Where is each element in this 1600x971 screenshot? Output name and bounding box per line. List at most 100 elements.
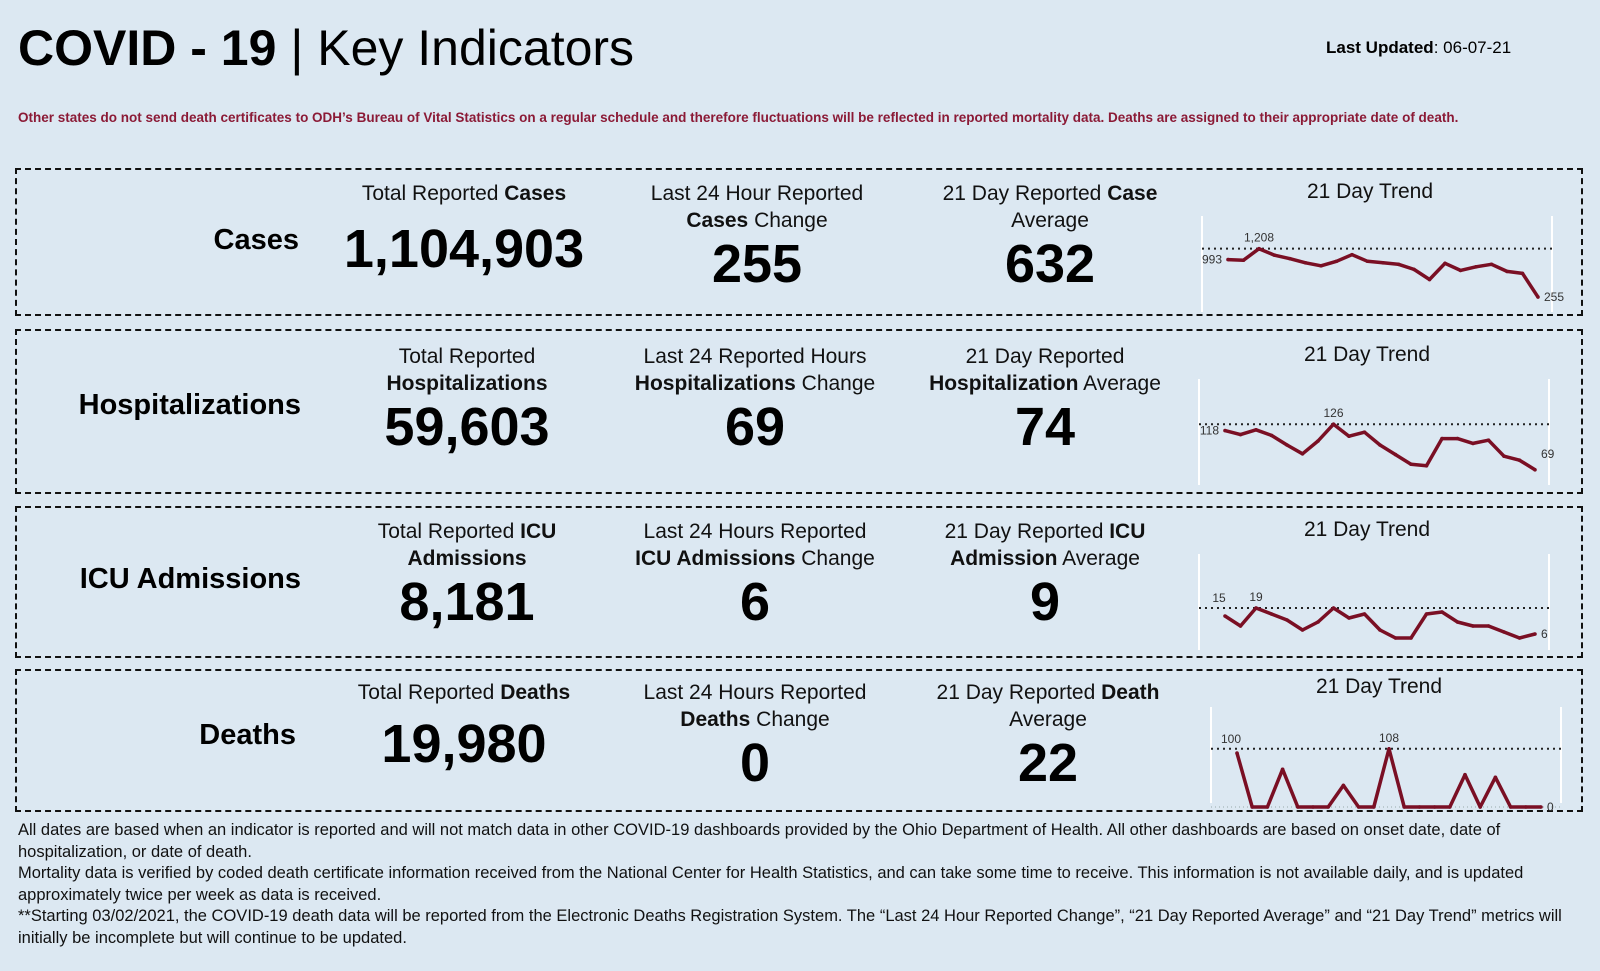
footer-notes: All dates are based when an indicator is… (18, 820, 1588, 950)
trend-point (1448, 805, 1452, 809)
trend-point (1331, 422, 1336, 426)
trend-point (1241, 258, 1246, 263)
trend-point (1387, 746, 1391, 751)
mortality-notice: Other states do not send death certifica… (18, 110, 1459, 125)
trend-point (1341, 783, 1346, 788)
trend-point (1417, 805, 1422, 809)
metric-heading: Last 24 Hours Reported Deaths Change (610, 679, 900, 733)
trend-point (1536, 295, 1540, 299)
metric-heading: Total Reported Hospitalizations (322, 343, 612, 397)
metric-heading: Total Reported Deaths (319, 679, 609, 706)
trend-point (1272, 253, 1277, 257)
heading-bold: ICU Admissions (635, 547, 796, 570)
trend-point (1524, 805, 1528, 809)
trend-point (1365, 259, 1370, 264)
heading-bold-2: Admission (950, 547, 1058, 570)
trend-point (1502, 630, 1506, 634)
title-subtitle: Key Indicators (317, 20, 635, 76)
metric-heading: 21 Day Reported Case Average (905, 180, 1195, 234)
heading-text-post: Average (1078, 372, 1161, 395)
trend-point (1362, 430, 1367, 434)
page-title: COVID - 19 | Key Indicators (18, 18, 634, 78)
trend-point (1533, 632, 1537, 636)
metric-24h-change: Last 24 Hours Reported ICU Admissions Ch… (610, 518, 900, 632)
panel-deaths: Deaths Total Reported Deaths 19,980 Last… (15, 669, 1583, 814)
trend-chart: 21 Day Trend 993 1,208 255 (1180, 180, 1564, 312)
trend-point (1520, 271, 1525, 276)
trend-point (1254, 606, 1258, 610)
metric-21day-average: 21 Day Reported Death Average 22 (903, 679, 1193, 793)
trend-point (1502, 454, 1506, 458)
trend-point (1223, 428, 1227, 433)
metric-24h-change: Last 24 Reported Hours Hospitalizations … (610, 343, 900, 457)
last-updated-value: 06-07-21 (1443, 38, 1512, 57)
heading-bold: ICU (520, 520, 557, 543)
trend-title: 21 Day Trend (1315, 675, 1443, 698)
heading-text-post: Change (795, 547, 875, 570)
trend-point (1412, 267, 1416, 272)
trend-title: 21 Day Trend (1303, 518, 1431, 541)
trend-point (1471, 441, 1475, 446)
label-max: 1,208 (1244, 231, 1274, 245)
trend-chart: 21 Day Trend 15 19 6 (1177, 518, 1557, 653)
heading-bold: Hospitalizations (386, 372, 548, 395)
metric-value: 0 (739, 733, 771, 793)
panel-label: ICU Admissions (79, 563, 301, 595)
trend-point (1458, 268, 1463, 273)
heading-text-post: Change (750, 708, 830, 731)
trend-point (1486, 438, 1491, 442)
label-max: 19 (1249, 590, 1263, 604)
trend-point (1533, 468, 1537, 472)
metric-heading: Total Reported ICU Admissions (322, 518, 612, 572)
trend-point (1285, 443, 1289, 447)
trend-point (1334, 259, 1339, 264)
trend-point (1303, 260, 1308, 265)
heading-text-post: Change (748, 209, 828, 232)
metric-24h-change: Last 24 Hour Reported Cases Change 255 (612, 180, 902, 294)
heading-text: Last 24 Reported Hours (643, 345, 867, 368)
label-first: 993 (1202, 253, 1222, 267)
heading-bold: Death (1101, 681, 1160, 704)
heading-text: 21 Day Reported (942, 182, 1108, 205)
label-last: 69 (1541, 447, 1555, 461)
metric-total: Total Reported Deaths 19,980 (319, 679, 609, 774)
trend-point (1443, 261, 1447, 266)
trend-point (1362, 612, 1367, 616)
sparkline-deaths: 100 108 0 (1210, 707, 1562, 814)
label-last: 6 (1541, 627, 1548, 641)
sparkline-hospitalizations: 118 126 69 (1198, 379, 1555, 485)
label-last: 0 (1547, 800, 1554, 814)
metric-heading: 21 Day Reported ICU Admission Average (900, 518, 1190, 572)
panel-label: Hospitalizations (78, 389, 301, 421)
trend-point (1474, 265, 1478, 269)
metric-total: Total Reported Cases 1,104,903 (319, 180, 609, 279)
label-max: 126 (1323, 406, 1343, 420)
trend-point (1316, 620, 1320, 624)
trend-point (1326, 805, 1330, 809)
trend-point (1280, 767, 1285, 772)
trend-point (1265, 805, 1270, 809)
metric-heading: Last 24 Hour Reported Cases Change (612, 180, 902, 234)
trend-point (1238, 624, 1243, 628)
trend-title: 21 Day Trend (1303, 343, 1431, 366)
trend-point (1331, 606, 1336, 610)
heading-bold: Cases (504, 182, 567, 205)
trend-point (1372, 805, 1376, 809)
panel-label: Cases (213, 224, 299, 256)
heading-text-post: Average (1057, 547, 1140, 570)
trend-point (1254, 428, 1258, 432)
trend-point (1235, 751, 1239, 755)
metric-21day-average: 21 Day Reported ICU Admission Average 9 (900, 518, 1190, 632)
trend-point (1508, 805, 1513, 809)
trend-point (1440, 436, 1444, 441)
heading-bold: Cases (686, 209, 749, 232)
trend-point (1381, 260, 1385, 265)
label-first: 100 (1221, 732, 1241, 746)
trend-point (1319, 264, 1323, 268)
trend-point (1393, 636, 1398, 640)
heading-text: 21 Day Reported (944, 520, 1110, 543)
trend-point (1238, 432, 1243, 437)
metric-heading: 21 Day Reported Hospitalization Average (900, 343, 1190, 397)
trend-point (1257, 246, 1261, 251)
trend-point (1311, 805, 1315, 809)
